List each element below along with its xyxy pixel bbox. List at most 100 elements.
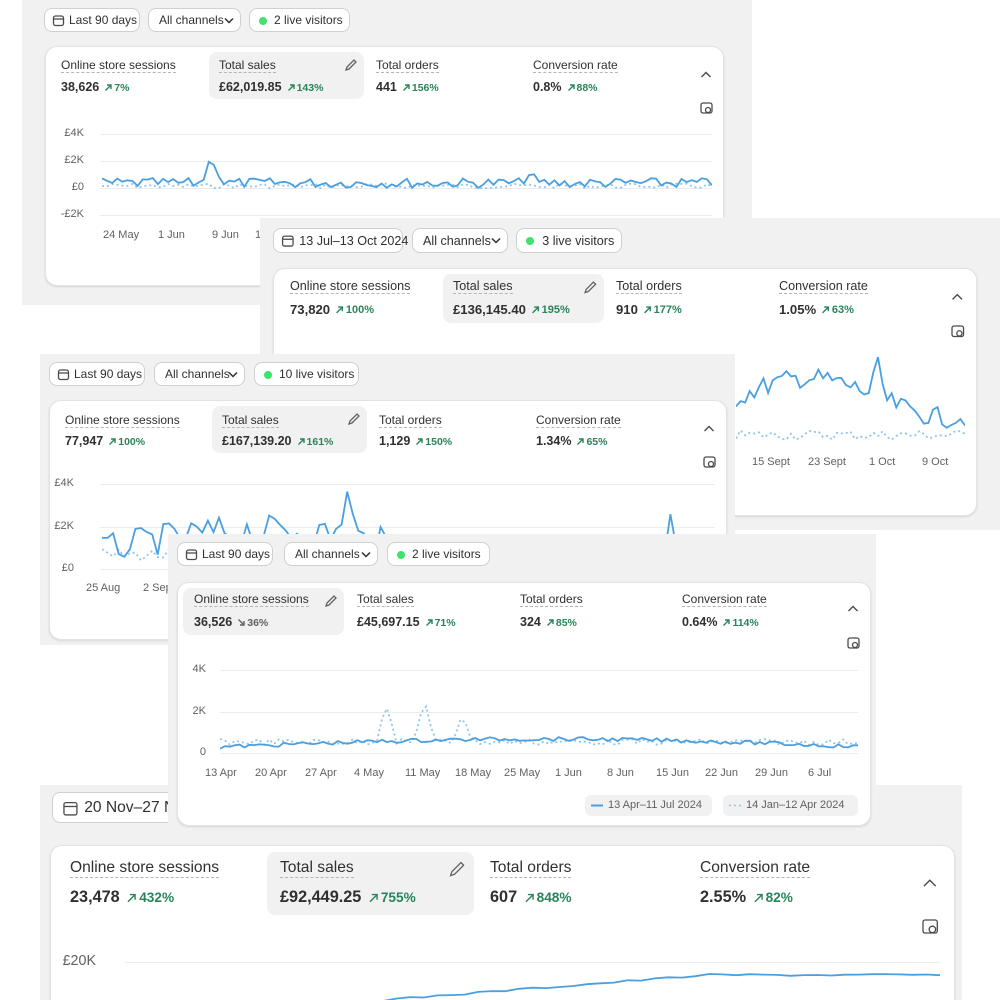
chart-lines [383, 973, 940, 1000]
edit-icon [584, 281, 597, 294]
sales-line [383, 973, 940, 1000]
metric-change: 71% [434, 616, 456, 629]
y-axis-label: £0 [71, 181, 84, 193]
trend-arrow [287, 84, 295, 91]
y-axis-label: £2K [64, 154, 84, 166]
chart-options-icon [922, 919, 938, 934]
live-dot [264, 371, 272, 379]
channels-button[interactable]: All channels [284, 542, 378, 566]
date-range: 20 Nov–27 Nov [84, 798, 192, 816]
metric-label: Total orders [520, 592, 583, 607]
collapse-chevron [923, 879, 937, 887]
channels: All channels [295, 547, 360, 561]
x-axis-label: 27 Apr [305, 767, 337, 779]
metric-change: 100% [345, 303, 375, 316]
metric-label: Conversion rate [779, 279, 868, 294]
x-axis-label: 1 Jun [555, 767, 582, 779]
date-range: Last 90 days [74, 367, 143, 381]
channels: All channels [159, 13, 224, 27]
metric-change: 63% [831, 303, 854, 316]
chart-lines [220, 704, 858, 750]
comparison-line [736, 428, 965, 441]
x-axis-label: 9 Oct [922, 456, 949, 468]
trend-arrow [369, 893, 378, 903]
metric-value: 2.55% [700, 888, 747, 906]
date-range-button[interactable]: Last 90 days [44, 8, 140, 32]
metric-label: Online store sessions [65, 413, 180, 428]
date-range: Last 90 days [69, 13, 138, 27]
grid-line [220, 670, 858, 671]
metric-highlight[interactable] [443, 274, 604, 323]
x-axis-label: 22 Jun [705, 767, 739, 779]
channels-button[interactable]: All channels [154, 362, 245, 386]
metric-highlight[interactable] [183, 588, 344, 635]
metric-value: 23,478 [70, 888, 120, 906]
grid-line [100, 527, 715, 528]
live-visitors-button[interactable]: 2 live visitors [387, 542, 490, 566]
grid-line [125, 962, 940, 963]
metric-change: 7% [114, 81, 130, 94]
metric-value: 1.05% [779, 302, 817, 317]
calendar-icon [185, 549, 198, 561]
x-axis-label: 23 Sept [808, 456, 846, 468]
calendar-icon [282, 235, 295, 247]
metric-label: Total sales [219, 58, 276, 73]
trend-arrow [723, 619, 731, 626]
live-visitors-button[interactable]: 3 live visitors [516, 228, 622, 254]
chart-lines [102, 160, 712, 190]
date-range-button[interactable]: 13 Jul–13 Oct 2024 [273, 228, 408, 254]
metric-label: Total orders [616, 279, 682, 294]
metric-label: Online store sessions [194, 592, 309, 607]
metric-change: 143% [296, 81, 324, 94]
metric-change: 88% [576, 81, 598, 94]
channels-button[interactable]: All channels [412, 228, 508, 254]
live-visitors: 3 live visitors [542, 233, 615, 248]
metric-label: Total orders [379, 413, 442, 428]
metric-label: Conversion rate [536, 413, 621, 428]
chevron-icon [228, 371, 238, 378]
date-range-button[interactable]: Last 90 days [177, 542, 273, 566]
metric-value: 73,820 [290, 302, 331, 317]
legend-item: 14 Jan–12 Apr 2024 [723, 795, 858, 816]
collapse-chevron [701, 71, 711, 78]
chart-lines [736, 356, 965, 441]
chevron-icon [224, 17, 234, 24]
metric-value: 441 [376, 80, 397, 94]
trend-arrow [577, 438, 585, 445]
date-range-button[interactable]: Last 90 days [49, 362, 145, 386]
chevron-icon [361, 551, 371, 558]
metric-highlight[interactable] [209, 52, 364, 99]
metric-change: 432% [139, 889, 175, 905]
grid-line [100, 134, 712, 135]
chart-options-icon [847, 637, 860, 649]
y-axis-label: £4K [54, 477, 74, 489]
trend-arrow [546, 619, 554, 626]
legend-label: 13 Apr–11 Jul 2024 [608, 799, 702, 811]
live-dot [526, 237, 534, 245]
legend-swatch [729, 804, 741, 807]
channels-button[interactable]: All channels [148, 8, 241, 32]
metric-value: 38,626 [61, 80, 100, 94]
trend-arrow [238, 619, 245, 626]
metric-change: 755% [380, 889, 416, 905]
x-axis-label: 25 Aug [86, 582, 121, 594]
metric-value: 0.64% [682, 615, 718, 629]
x-axis-label: 2 Sept [143, 582, 175, 594]
legend-swatch [591, 804, 603, 807]
live-visitors-button[interactable]: 10 live visitors [254, 362, 359, 386]
trend-arrow [336, 306, 344, 314]
metric-highlight[interactable] [267, 852, 474, 915]
metric-value: £167,139.20 [222, 434, 292, 448]
metric-value: £45,697.15 [357, 615, 420, 629]
metric-label: Total sales [453, 279, 513, 294]
collapse-chevron [848, 605, 858, 612]
live-visitors: 2 live visitors [274, 13, 343, 27]
x-axis-label: 25 May [504, 767, 541, 779]
x-axis-label: 8 Jun [607, 767, 634, 779]
trend-arrow [127, 893, 136, 903]
live-visitors-button[interactable]: 2 live visitors [249, 8, 350, 32]
x-axis-label: 11 May [405, 767, 441, 779]
metric-highlight[interactable] [212, 406, 367, 453]
trend-arrow [402, 84, 410, 91]
metric-label: Total sales [280, 859, 354, 878]
